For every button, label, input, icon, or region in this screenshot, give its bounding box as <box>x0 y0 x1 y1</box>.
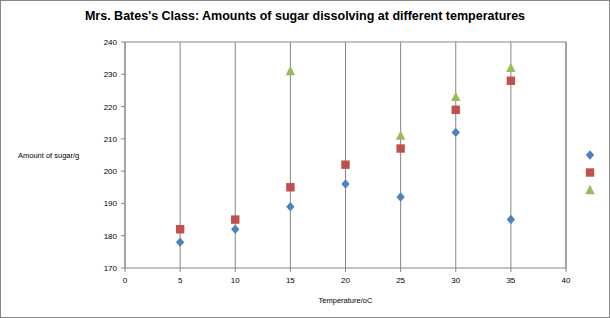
grid-line-x <box>290 42 291 268</box>
tick-y <box>121 235 125 236</box>
tick-x <box>455 268 456 272</box>
tick-label-x: 40 <box>562 276 571 285</box>
data-point <box>507 215 515 224</box>
tick-label-x: 10 <box>231 276 240 285</box>
data-point <box>231 215 239 223</box>
data-point <box>396 130 405 139</box>
legend <box>585 150 594 194</box>
plot-area <box>176 63 516 247</box>
tick-label-y: 170 <box>104 264 118 273</box>
tick-label-x: 35 <box>506 276 515 285</box>
series-0 <box>176 128 515 247</box>
tick-label-y: 210 <box>104 135 118 144</box>
tick-y <box>121 74 125 75</box>
tick-y <box>121 203 125 204</box>
chart-svg: 0 5 10 15 20 25 30 35 40 170 180 190 200 210 220 230 240… <box>0 0 610 318</box>
tick-y <box>121 268 125 269</box>
tick-label-y: 240 <box>104 38 118 47</box>
tick-x <box>235 268 236 272</box>
data-point <box>452 128 460 137</box>
tick-label-y: 230 <box>104 70 118 79</box>
data-point <box>451 92 460 101</box>
legend-marker <box>586 168 594 176</box>
data-point <box>176 237 184 246</box>
tick-label-x: 0 <box>123 276 128 285</box>
grid-line-x <box>455 42 456 268</box>
data-point <box>341 179 349 188</box>
data-point <box>286 202 294 211</box>
tick-x <box>345 268 346 272</box>
tick-y <box>121 106 125 107</box>
y-axis-label: Amount of sugar/g <box>18 151 79 160</box>
tick-label-y: 200 <box>104 167 118 176</box>
legend-marker <box>586 150 594 159</box>
chart-title: Mrs. Bates's Class: Amounts of sugar dis… <box>85 9 525 23</box>
data-point <box>507 77 515 85</box>
grid-line-x <box>510 42 511 268</box>
tick-x <box>400 268 401 272</box>
grid-line-x <box>400 42 401 268</box>
tick-label-x: 25 <box>396 276 405 285</box>
tick-label-y: 220 <box>104 103 118 112</box>
series-1 <box>176 77 515 234</box>
tick-x <box>566 268 567 272</box>
data-point <box>286 183 294 191</box>
data-point <box>396 192 404 201</box>
data-point <box>231 225 239 234</box>
tick-y <box>121 42 125 43</box>
grid-line-x <box>235 42 236 268</box>
data-point <box>286 66 295 75</box>
chart-container: 0 5 10 15 20 25 30 35 40 170 180 190 200 210 220 230 240… <box>0 0 610 318</box>
x-axis-label: Temperature/oC <box>319 296 373 305</box>
tick-label-x: 15 <box>286 276 295 285</box>
data-point <box>452 106 460 114</box>
grid-line-x <box>180 42 181 268</box>
tick-y <box>121 138 125 139</box>
grid-line-x <box>345 42 346 268</box>
plot-frame <box>125 42 566 268</box>
chart-border <box>1 1 610 318</box>
tick-label-x: 5 <box>178 276 183 285</box>
data-point <box>176 225 184 233</box>
tick-label-y: 190 <box>104 199 118 208</box>
tick-label-x: 30 <box>451 276 460 285</box>
tick-x <box>290 268 291 272</box>
legend-marker <box>585 185 594 194</box>
data-point <box>396 144 404 152</box>
tick-label-x: 20 <box>341 276 350 285</box>
tick-x <box>125 268 126 272</box>
tick-label-y: 180 <box>104 232 118 241</box>
tick-x <box>510 268 511 272</box>
data-point <box>506 63 515 72</box>
series-2 <box>286 63 516 140</box>
data-point <box>341 160 349 168</box>
grid-line-x <box>566 42 567 268</box>
tick-y <box>121 171 125 172</box>
tick-x <box>180 268 181 272</box>
grid-line-x <box>125 42 126 268</box>
